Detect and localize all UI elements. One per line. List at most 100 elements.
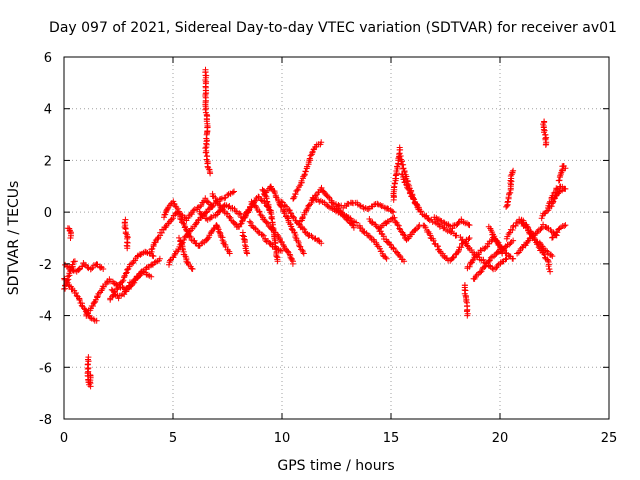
data-point	[386, 241, 393, 248]
data-point	[381, 204, 388, 211]
data-point	[506, 229, 513, 236]
data-point	[212, 194, 219, 201]
data-point	[297, 243, 304, 250]
data-point	[410, 195, 417, 202]
data-point	[360, 228, 367, 235]
data-point	[335, 202, 342, 208]
data-point	[433, 214, 440, 221]
data-point	[87, 314, 94, 321]
data-point	[174, 205, 181, 212]
data-point	[263, 219, 270, 226]
grid-lines	[64, 57, 609, 419]
y-tick-label: 0	[44, 206, 52, 221]
data-point	[524, 223, 531, 230]
data-point	[100, 266, 107, 272]
data-point	[289, 260, 296, 267]
data-point	[318, 240, 325, 247]
data-point	[239, 232, 246, 239]
data-point	[543, 208, 550, 215]
data-point	[462, 287, 469, 294]
data-point	[90, 303, 96, 309]
data-point	[111, 288, 118, 295]
data-point	[190, 207, 197, 214]
data-point	[421, 222, 428, 229]
data-point	[114, 285, 121, 292]
data-point	[390, 209, 397, 216]
data-point	[246, 206, 253, 213]
data-point	[549, 253, 556, 260]
data-point	[491, 233, 498, 240]
data-point	[329, 200, 336, 206]
data-point	[290, 195, 297, 202]
data-point	[477, 269, 484, 276]
data-point	[356, 202, 363, 209]
data-point	[62, 282, 69, 289]
data-point	[481, 264, 488, 270]
data-point	[280, 241, 287, 248]
y-tick-label: 2	[44, 154, 52, 169]
data-point	[299, 225, 306, 232]
data-point	[259, 231, 266, 238]
data-point	[239, 218, 246, 225]
data-point	[189, 266, 196, 272]
data-point	[214, 223, 220, 230]
data-point	[84, 264, 91, 271]
data-point	[73, 290, 79, 296]
data-point	[414, 202, 421, 209]
data-point	[226, 250, 233, 257]
data-point	[278, 198, 285, 205]
data-point	[150, 253, 157, 260]
data-point	[455, 219, 462, 226]
data-point	[284, 214, 291, 221]
data-point	[510, 255, 517, 262]
data-point	[450, 254, 457, 261]
data-point	[121, 274, 128, 281]
plot-frame	[63, 56, 610, 420]
data-point	[458, 244, 465, 251]
data-point	[68, 264, 75, 271]
data-point	[502, 256, 509, 263]
data-point	[392, 175, 399, 182]
data-point	[395, 222, 402, 229]
data-point	[122, 230, 129, 237]
data-point	[292, 234, 299, 240]
data-point	[144, 271, 151, 278]
data-point	[81, 305, 87, 312]
data-point	[185, 214, 192, 221]
x-tick-label: 0	[60, 431, 68, 446]
data-point	[246, 218, 253, 225]
data-point	[318, 139, 325, 146]
data-point	[541, 251, 548, 258]
data-point	[535, 241, 542, 247]
data-point	[263, 195, 270, 202]
data-point	[227, 214, 234, 221]
data-point	[269, 224, 276, 231]
data-point	[167, 257, 173, 264]
data-point	[288, 256, 295, 263]
data-point	[353, 219, 360, 226]
data-point	[89, 264, 96, 271]
data-point	[87, 372, 94, 378]
data-point	[178, 241, 185, 248]
data-point	[131, 279, 138, 286]
y-tick-label: -2	[39, 258, 52, 273]
y-tick-label: 6	[44, 51, 52, 66]
data-point	[301, 226, 308, 233]
data-point	[549, 192, 556, 199]
data-point	[464, 312, 471, 319]
data-point	[496, 242, 503, 249]
data-point	[274, 258, 281, 265]
data-point	[171, 252, 178, 258]
data-points	[61, 66, 569, 390]
data-point	[401, 232, 408, 239]
y-tick-label: -4	[39, 310, 52, 325]
data-point	[242, 242, 248, 249]
data-point	[505, 198, 511, 205]
data-point	[292, 191, 299, 198]
data-point	[66, 228, 73, 234]
data-point	[252, 225, 259, 232]
data-point	[535, 244, 542, 251]
data-point	[67, 235, 74, 241]
x-tick-label: 15	[383, 431, 400, 446]
